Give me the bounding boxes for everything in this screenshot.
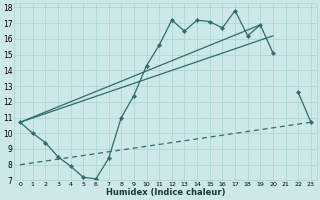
X-axis label: Humidex (Indice chaleur): Humidex (Indice chaleur) — [106, 188, 225, 197]
